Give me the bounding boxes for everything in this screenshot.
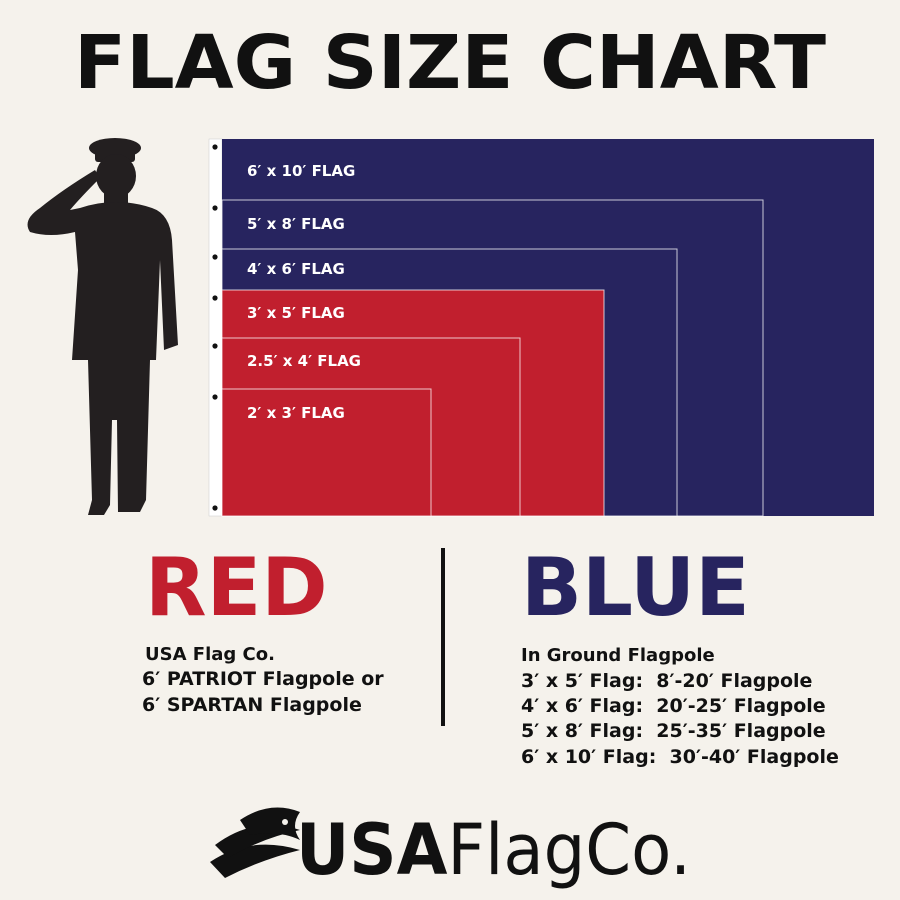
eagle-logo	[210, 807, 300, 878]
title: FLAG SIZE CHART	[74, 20, 827, 106]
blue-line: In Ground Flagpole	[521, 645, 715, 666]
logo-bold: USA	[296, 809, 447, 891]
red-line: 6′ PATRIOT Flagpole or	[142, 668, 384, 690]
red-line: 6′ SPARTAN Flagpole	[142, 694, 362, 716]
grommet	[212, 343, 218, 349]
red-line: USA Flag Co.	[145, 644, 275, 665]
flag-label: 3′ x 5′ FLAG	[247, 304, 345, 322]
blue-line: 4′ x 6′ Flag: 20′-25′ Flagpole	[521, 695, 826, 717]
hoist-strip	[208, 138, 223, 517]
flag-label: 2.5′ x 4′ FLAG	[247, 352, 361, 370]
grommet	[212, 295, 218, 301]
blue-line: 6′ x 10′ Flag: 30′-40′ Flagpole	[521, 746, 839, 768]
flag-rect	[221, 388, 432, 517]
flag-label: 2′ x 3′ FLAG	[247, 404, 345, 422]
flag-chart: 6′ x 10′ FLAG 5′ x 8′ FLAG 4′ x 6′ FLAG 3′ …	[208, 138, 874, 517]
grommet	[212, 505, 218, 511]
blue-line: 3′ x 5′ Flag: 8′-20′ Flagpole	[521, 670, 812, 692]
blue-line: 5′ x 8′ Flag: 25′-35′ Flagpole	[521, 720, 826, 742]
grommet	[212, 394, 218, 400]
flag-label: 4′ x 6′ FLAG	[247, 260, 345, 278]
logo-text: USAFlagCo.	[296, 809, 691, 891]
grommet	[212, 205, 218, 211]
grommet	[212, 254, 218, 260]
grommet	[212, 144, 218, 150]
flag-label: 6′ x 10′ FLAG	[247, 162, 355, 180]
flag-label: 5′ x 8′ FLAG	[247, 215, 345, 233]
blue-heading: BLUE	[521, 541, 750, 634]
logo-light: FlagCo.	[447, 809, 691, 891]
soldier-silhouette	[27, 138, 178, 515]
red-heading: RED	[145, 541, 328, 634]
